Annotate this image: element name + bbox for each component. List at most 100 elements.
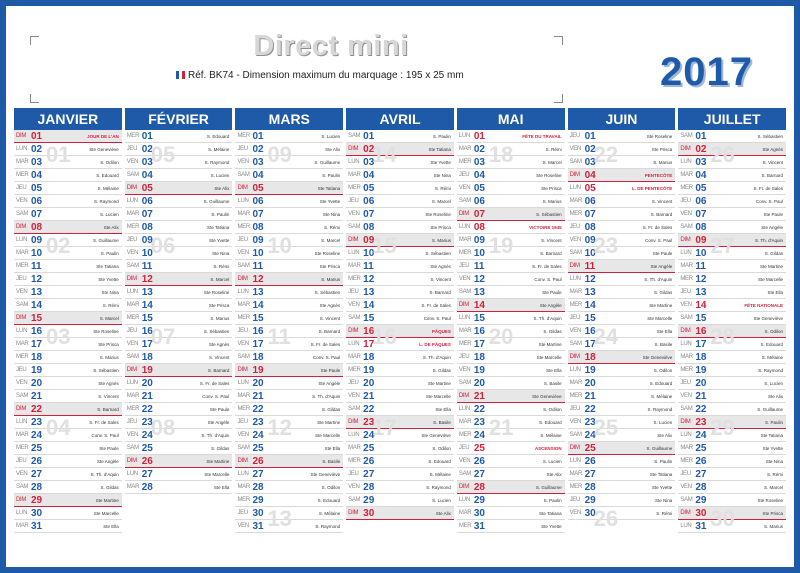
day-row: JEU 02 S. Mélaine xyxy=(124,143,233,156)
day-row: DIM 11 Ste Angèle xyxy=(567,260,676,273)
day-number: 12 xyxy=(141,273,153,285)
day-number: 16 xyxy=(584,325,596,337)
saint-name: S. Lucien xyxy=(99,211,119,217)
day-number: 03 xyxy=(584,156,596,168)
weekday-label: LUN xyxy=(458,315,470,321)
day-number: 01 xyxy=(31,130,43,142)
weekday-label: SAM xyxy=(126,172,139,178)
weekday-label: MER xyxy=(569,302,583,308)
day-number: 18 xyxy=(252,351,264,363)
day-row: VEN 07 Ste Roseline xyxy=(346,208,454,221)
day-row: DIM 09 S. Th. d'Aquin xyxy=(678,234,787,247)
saint-name: Ste Paule xyxy=(652,250,673,256)
day-number: 04 xyxy=(473,169,485,181)
day-row: MAR 16 S. Gildas xyxy=(456,325,565,338)
day-row: VEN 23 S. Lucien xyxy=(567,416,676,429)
saint-name: ASCENSION xyxy=(534,445,562,451)
day-number: 10 xyxy=(584,247,596,259)
day-row: MER 24 S. Mélaine xyxy=(456,429,565,442)
day-row: LUN 06 S. Guillaume xyxy=(124,195,233,208)
weekday-label: VEN xyxy=(348,211,360,217)
weekday-label: JEU xyxy=(680,380,691,386)
day-row: JEU 04 Ste Roseline xyxy=(456,169,565,182)
day-row: MER 05 S. Fr. de Sales xyxy=(678,182,787,195)
saint-name: Ste Geneviève xyxy=(89,146,119,152)
day-number: 15 xyxy=(31,312,43,324)
saint-name: Ste Tatiana xyxy=(207,224,230,230)
weekday-label: VEN xyxy=(680,211,692,217)
saint-name: S. Guillaume xyxy=(646,445,673,451)
weekday-label: JEU xyxy=(126,328,138,334)
day-number: 08 xyxy=(363,221,375,233)
saint-name: Ste Prisca xyxy=(430,224,451,230)
day-number: 28 xyxy=(363,481,375,493)
saint-name: S. Fr. de Sales xyxy=(89,419,119,425)
saint-name: S. Fr. de Sales xyxy=(753,185,784,191)
day-row: MER 07 S. Barnard xyxy=(567,208,676,221)
day-row: LUN 12 S. Th. d'Aquin xyxy=(567,273,676,286)
weekday-label: JEU xyxy=(680,289,691,295)
weekday-label: MER xyxy=(16,263,29,269)
day-row: VEN 17 S. Fr. de Sales xyxy=(235,338,344,351)
day-number: 09 xyxy=(695,234,707,246)
saint-name: S. Edouard xyxy=(428,458,451,464)
day-row: SAM 29 Ste Roseline xyxy=(678,494,787,507)
saint-name: Ste Yvette xyxy=(319,198,341,204)
weekday-label: JEU xyxy=(348,289,359,295)
weekday-label: MAR xyxy=(569,380,583,386)
saint-name: PENTECÔTE xyxy=(644,172,673,178)
saint-name: Ste Paule xyxy=(320,367,341,373)
day-row: MER 21 S. Mélaine xyxy=(567,390,676,403)
day-row: DIM 02 Ste Tatiana xyxy=(346,143,454,156)
day-number: 29 xyxy=(31,494,43,506)
day-row: SAM 18 Conv. S. Paul xyxy=(235,351,344,364)
day-number: 18 xyxy=(363,351,375,363)
day-row: SAM 27 Ste Alix xyxy=(456,468,565,481)
day-number: 05 xyxy=(252,182,264,194)
day-row: MAR 27 Ste Tatiana xyxy=(567,468,676,481)
day-row: SAM 22 Ste Ella xyxy=(346,403,454,416)
weekday-label: JEU xyxy=(237,328,248,334)
day-number: 30 xyxy=(31,507,43,519)
saint-name: Ste Geneviève xyxy=(532,393,562,399)
saint-name: S. Mélaine xyxy=(208,146,230,152)
weekday-label: JEU xyxy=(458,445,470,451)
saint-name: Ste Nina xyxy=(322,211,341,217)
day-row: MAR 14 Ste Prisca xyxy=(124,299,233,312)
day-row: JEU 30 S. Mélaine xyxy=(235,507,344,520)
saint-name: Ste Marcelle xyxy=(315,432,341,438)
weekday-label: VEN xyxy=(237,341,249,347)
saint-name: S. Paulin xyxy=(100,250,119,256)
saint-name: Ste Yvette xyxy=(651,484,673,490)
saint-name: S. Fr. de Sales xyxy=(532,263,562,269)
day-number: 03 xyxy=(695,156,707,168)
day-number: 10 xyxy=(31,247,43,259)
day-row: MER 01 S. Edouard xyxy=(124,130,233,143)
day-row: DIM 19 Ste Paule xyxy=(235,364,344,377)
day-row: MER 04 S. Edouard xyxy=(14,169,122,182)
weekday-label: LUN xyxy=(680,341,692,347)
day-number: 22 xyxy=(584,403,596,415)
saint-name: Ste Tatiana xyxy=(539,510,562,516)
day-number: 27 xyxy=(363,468,375,480)
day-number: 26 xyxy=(31,455,43,467)
day-row: SAM 20 S. Basile xyxy=(456,377,565,390)
day-row: MER 26 Ste Nina xyxy=(678,455,787,468)
day-row: JEU 25 ASCENSION xyxy=(456,442,565,455)
day-row: MER 19 S. Raymond xyxy=(678,364,787,377)
weekday-label: LUN xyxy=(680,159,692,165)
weekday-label: LUN xyxy=(569,458,581,464)
day-number: 25 xyxy=(141,442,153,454)
weekday-label: MAR xyxy=(458,419,472,425)
day-number: 10 xyxy=(473,247,485,259)
weekday-label: JEU xyxy=(680,198,691,204)
weekday-label: DIM xyxy=(237,458,248,464)
weekday-label: MAR xyxy=(680,172,693,178)
day-number: 21 xyxy=(141,390,153,402)
day-number: 16 xyxy=(252,325,264,337)
saint-name: Ste Yvette xyxy=(762,445,784,451)
weekday-label: MAR xyxy=(458,146,472,152)
saint-name: FÊTE NATIONALE xyxy=(744,302,784,308)
day-number: 14 xyxy=(473,299,485,311)
day-row: MAR 18 S. Th. d'Aquin xyxy=(346,351,454,364)
